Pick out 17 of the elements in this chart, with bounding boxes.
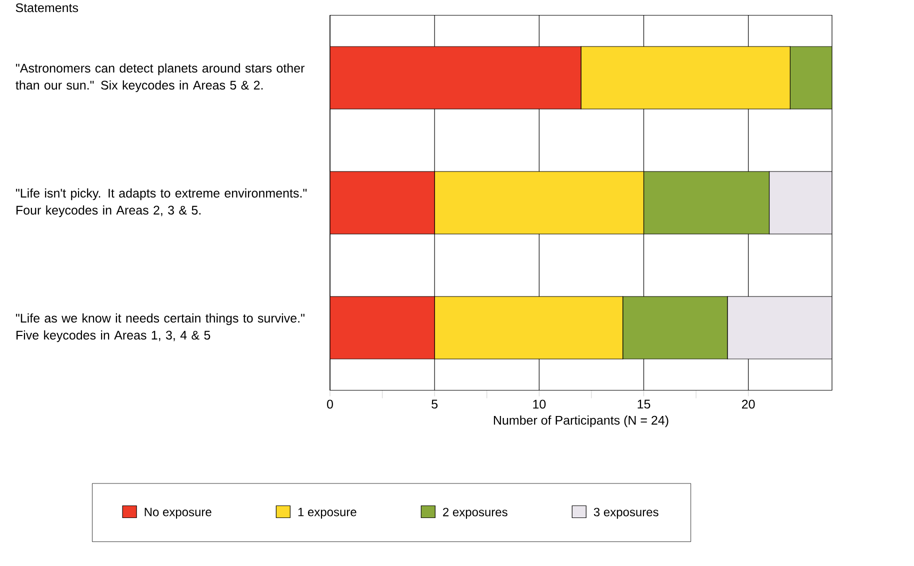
- legend-label: No exposure: [144, 508, 212, 519]
- x-axis-title: Number of Participants (N = 24): [494, 415, 668, 428]
- x-tick-label: 20: [742, 400, 755, 409]
- bar: [330, 46, 582, 110]
- legend-label: 2 exposures: [443, 508, 508, 519]
- y-axis-title: Statements: [16, 3, 78, 12]
- y-tick-label: "Astronomers can detect planets around stars other than our sun." Six keycodes in Areas 5 & 2.: [16, 63, 305, 92]
- x-tick-label: 10: [533, 400, 546, 409]
- bar: [330, 296, 435, 360]
- legend-label: 1 exposure: [298, 508, 356, 519]
- bar: [330, 171, 435, 234]
- legend-label: 3 exposures: [594, 508, 658, 519]
- x-tick-label: 0: [327, 400, 333, 409]
- x-tick-label: 5: [432, 400, 438, 408]
- y-tick-label: "Life isn't picky. It adapts to extreme environments." Four keycodes in Areas 2, 3 & 5.: [16, 188, 307, 217]
- y-tick-label: "Life as we know it needs certain things to survive." Five keycodes in Areas 1, 3, 4 & 5: [16, 313, 304, 342]
- x-tick-label: 15: [638, 400, 650, 408]
